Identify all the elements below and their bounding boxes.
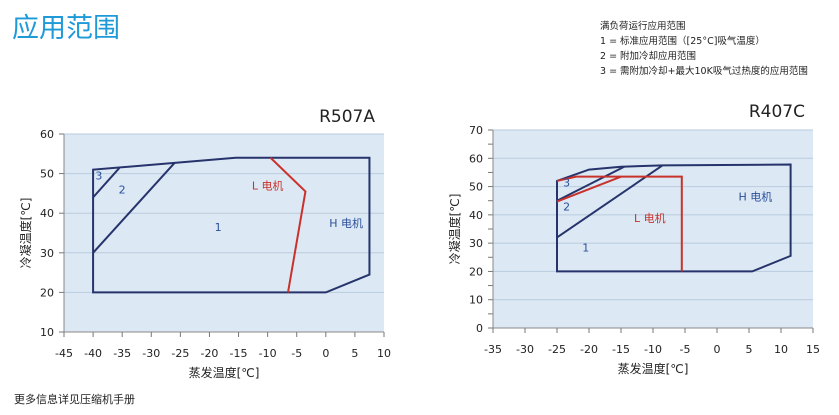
legend-item: 1 = 标准应用范围（[25°C]吸气温度）: [600, 36, 765, 47]
y-axis-label: 冷凝温度[℃]: [18, 198, 33, 269]
y-tick-label: 30: [40, 247, 54, 260]
l-motor-line: [556, 175, 683, 272]
footer-note: 更多信息详见压缩机手册: [14, 393, 135, 406]
region-label: H 电机: [739, 190, 773, 204]
legend-title: 满负荷运行应用范围: [600, 21, 686, 32]
x-tick-label: -25: [548, 343, 566, 356]
x-tick-label: 10: [377, 347, 391, 360]
x-tick-label: 15: [806, 343, 820, 356]
region-label: 2: [119, 183, 126, 196]
y-tick-label: 40: [469, 209, 483, 222]
x-tick-label: 0: [714, 343, 721, 356]
x-tick-label: -20: [200, 347, 218, 360]
x-tick-label: 5: [746, 343, 753, 356]
y-tick-label: 40: [40, 207, 54, 220]
x-axis-label: 蒸发温度[℃]: [618, 361, 689, 376]
envelope-line: [556, 165, 625, 202]
envelope-line: [92, 167, 121, 199]
x-tick-label: -5: [680, 343, 691, 356]
region-label: 2: [563, 201, 570, 214]
page-title: 应用范围: [12, 13, 120, 44]
y-tick-label: 60: [469, 152, 483, 165]
y-tick-label: 20: [469, 265, 483, 278]
x-tick-label: -30: [142, 347, 160, 360]
legend-item: 3 = 需附加冷却+最大10K吸气过热度的应用范围: [600, 66, 808, 77]
region-label: 3: [563, 177, 570, 190]
y-axis-label: 冷凝温度[℃]: [447, 194, 462, 265]
x-tick-label: -15: [230, 347, 248, 360]
region-label: 1: [215, 221, 222, 234]
x-tick-label: -35: [484, 343, 502, 356]
x-tick-label: 0: [322, 347, 329, 360]
y-tick-label: 10: [469, 294, 483, 307]
legend-item: 2 = 附加冷却应用范围: [600, 51, 697, 62]
y-tick-label: 10: [40, 326, 54, 339]
envelope-line: [92, 156, 371, 294]
x-tick-label: 10: [774, 343, 788, 356]
y-tick-label: 0: [476, 322, 483, 335]
x-tick-label: -5: [291, 347, 302, 360]
region-label: 1: [582, 242, 589, 255]
legend: 满负荷运行应用范围 1 = 标准应用范围（[25°C]吸气温度） 2 = 附加冷…: [600, 19, 808, 79]
y-tick-label: 20: [40, 286, 54, 299]
region-label: L 电机: [252, 178, 284, 192]
x-tick-label: -10: [259, 347, 277, 360]
x-tick-label: -15: [612, 343, 630, 356]
y-tick-label: 50: [40, 168, 54, 181]
l-motor-line: [556, 175, 622, 203]
region-label: H 电机: [329, 216, 363, 230]
plot-area: [493, 130, 813, 328]
x-tick-label: -10: [644, 343, 662, 356]
envelope-line: [92, 162, 176, 254]
x-axis-label: 蒸发温度[℃]: [189, 365, 260, 380]
x-tick-label: -20: [580, 343, 598, 356]
region-label: L 电机: [634, 211, 666, 225]
region-label: 3: [95, 170, 102, 183]
chart-title: R507A: [319, 107, 375, 127]
x-tick-label: 5: [351, 347, 358, 360]
x-tick-label: -45: [55, 347, 73, 360]
l-motor-line: [269, 157, 307, 293]
y-tick-label: 60: [40, 128, 54, 141]
y-tick-label: 30: [469, 237, 483, 250]
x-tick-label: -35: [113, 347, 131, 360]
x-tick-label: -30: [516, 343, 534, 356]
x-tick-label: -40: [84, 347, 102, 360]
chart-title: R407C: [749, 102, 805, 122]
y-tick-label: 50: [469, 181, 483, 194]
x-tick-label: -25: [171, 347, 189, 360]
y-tick-label: 70: [469, 124, 483, 137]
